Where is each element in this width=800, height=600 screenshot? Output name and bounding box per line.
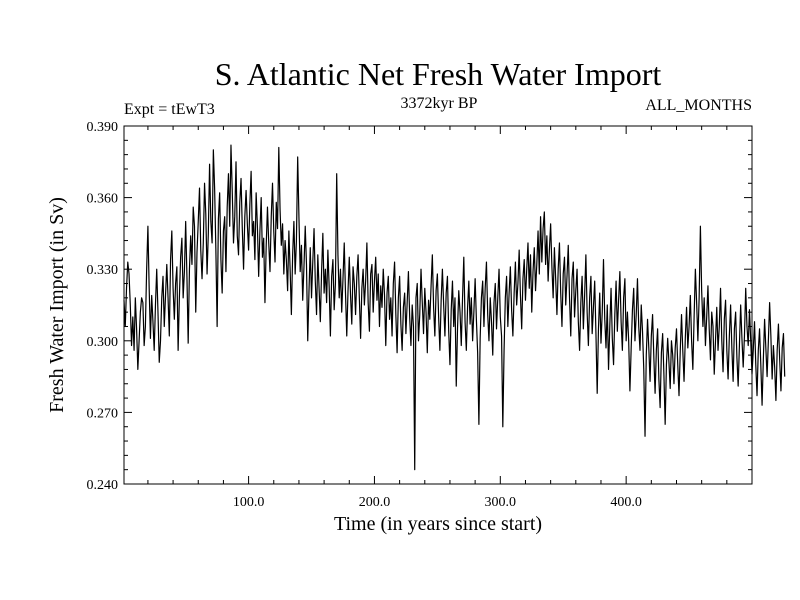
y-tick-label: 0.390 <box>87 120 119 135</box>
y-tick-label: 0.240 <box>87 478 119 493</box>
y-tick-label: 0.330 <box>87 263 119 278</box>
axis-ticks <box>124 126 752 484</box>
series-line <box>123 144 786 471</box>
period-label: 3372kyr BP <box>401 95 478 112</box>
y-tick-label: 0.360 <box>87 192 119 207</box>
chart-title: S. Atlantic Net Fresh Water Import <box>215 56 662 92</box>
y-axis-label: Fresh Water Import (in Sv) <box>46 197 68 413</box>
x-axis-label: Time (in years since start) <box>334 513 542 535</box>
x-tick-label: 400.0 <box>610 495 642 510</box>
months-label: ALL_MONTHS <box>645 97 752 114</box>
axis-tick-labels: 100.0 200.0 300.0 400.0 0.240 0.270 0.300 0.330… <box>87 120 642 510</box>
x-tick-label: 200.0 <box>359 495 391 510</box>
x-tick-label: 300.0 <box>485 495 517 510</box>
y-tick-label: 0.300 <box>87 335 119 350</box>
y-tick-label: 0.270 <box>87 406 119 421</box>
experiment-label: Expt = tEwT3 <box>124 101 215 118</box>
x-tick-label: 100.0 <box>233 495 265 510</box>
